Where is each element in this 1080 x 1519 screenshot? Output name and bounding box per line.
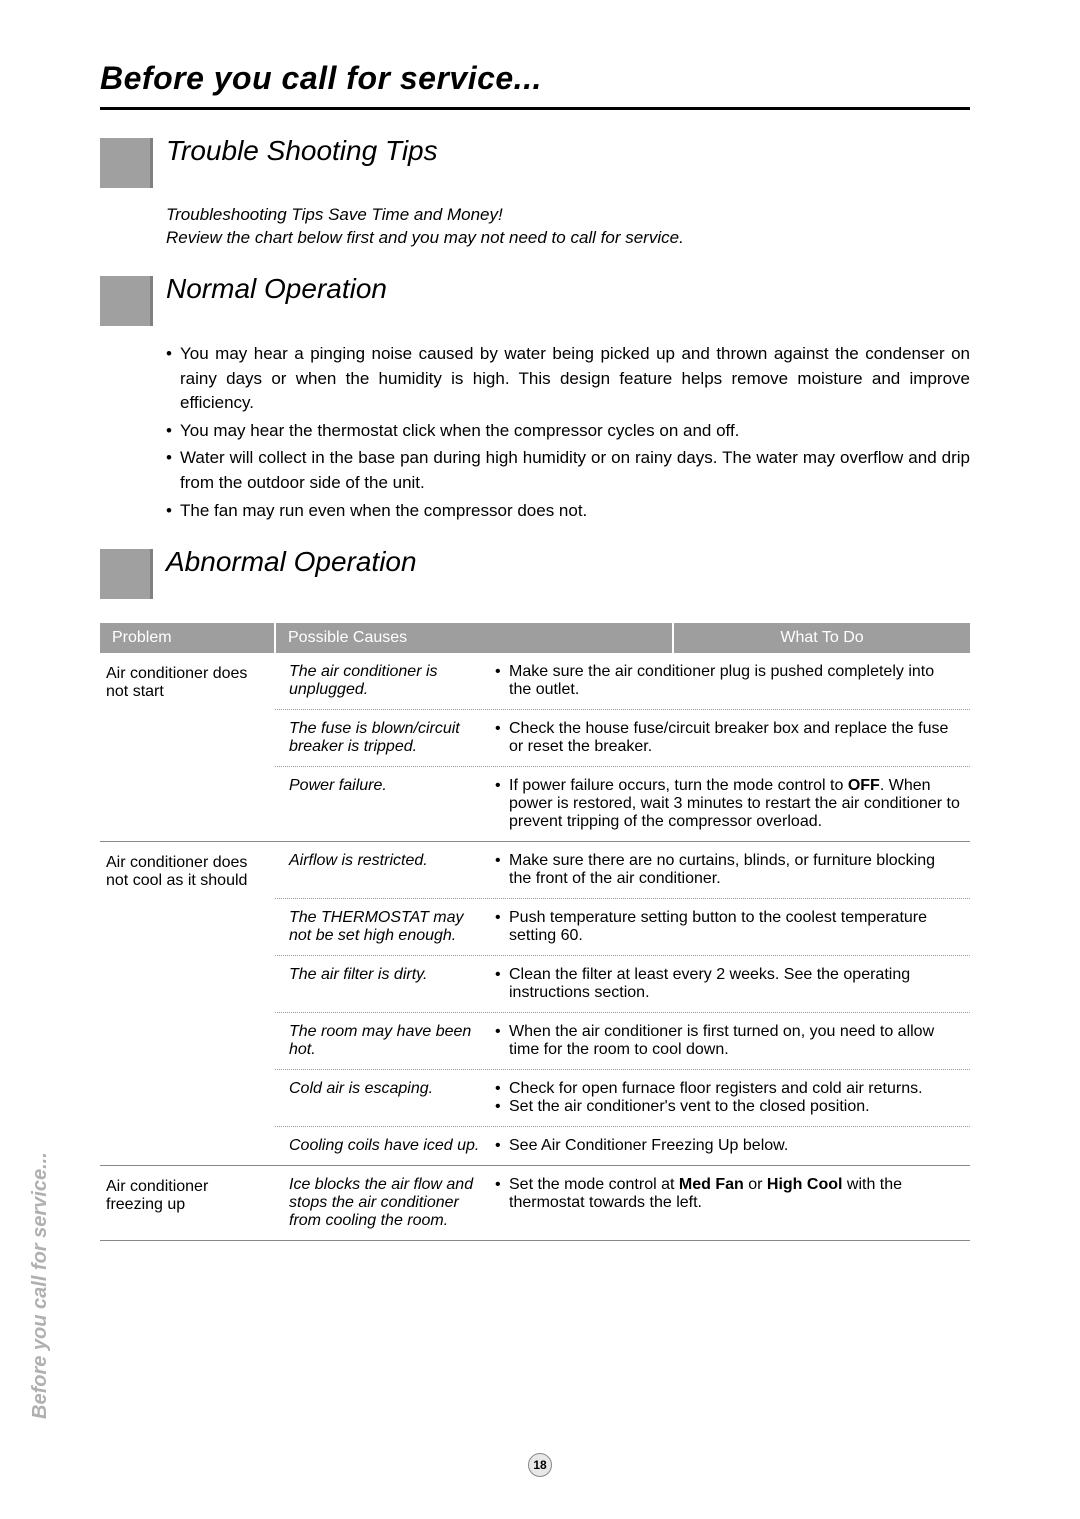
todo-cell: If power failure occurs, turn the mode c… [495,777,970,831]
problem-cell: Air conditioner freezing up [100,1166,275,1241]
section-marker [100,276,150,326]
section-title-normal: Normal Operation [150,274,387,305]
cause-todo-row: The THERMOSTAT may not be set high enoug… [275,899,970,956]
todo-line: Clean the filter at least every 2 weeks.… [495,966,960,1002]
todo-cell: When the air conditioner is first turned… [495,1023,970,1059]
bullet-item: The fan may run even when the compressor… [166,499,970,524]
cause-cell: The fuse is blown/circuit breaker is tri… [275,720,495,756]
cause-todo-group: Airflow is restricted.Make sure there ar… [275,842,970,1166]
todo-cell: Push temperature setting button to the c… [495,909,970,945]
intro-line: Troubleshooting Tips Save Time and Money… [166,204,970,227]
intro-line: Review the chart below first and you may… [166,227,970,250]
page-number-circle: 18 [528,1453,552,1477]
section-marker [100,549,150,599]
table-body: Air conditioner does not startThe air co… [100,653,970,1241]
todo-line: Check for open furnace floor registers a… [495,1080,960,1098]
todo-line: Set the air conditioner's vent to the cl… [495,1098,960,1116]
cause-todo-row: The air conditioner is unplugged.Make su… [275,653,970,710]
table-row: Air conditioner freezing upIce blocks th… [100,1166,970,1241]
cause-todo-row: Cooling coils have iced up.See Air Condi… [275,1127,970,1165]
cause-cell: Power failure. [275,777,495,831]
page-title: Before you call for service... [100,60,970,97]
todo-cell: Make sure there are no curtains, blinds,… [495,852,970,888]
normal-bullet-list: You may hear a pinging noise caused by w… [166,342,970,523]
cause-todo-row: Ice blocks the air flow and stops the ai… [275,1166,970,1240]
section-title-abnormal: Abnormal Operation [150,547,417,578]
cause-cell: Cold air is escaping. [275,1080,495,1116]
cause-cell: The THERMOSTAT may not be set high enoug… [275,909,495,945]
todo-cell: Make sure the air conditioner plug is pu… [495,663,970,699]
table-row: Air conditioner does not startThe air co… [100,653,970,842]
col-header-causes: Possible Causes [275,623,673,653]
side-tab-label: Before you call for service... [29,1152,52,1419]
todo-line: Make sure there are no curtains, blinds,… [495,852,960,888]
cause-todo-row: Airflow is restricted.Make sure there ar… [275,842,970,899]
section-troubleshooting: Trouble Shooting Tips Troubleshooting Ti… [100,138,970,250]
col-header-todo: What To Do [673,623,970,653]
cause-cell: The air conditioner is unplugged. [275,663,495,699]
bullet-item: You may hear a pinging noise caused by w… [166,342,970,416]
cause-todo-row: Cold air is escaping.Check for open furn… [275,1070,970,1127]
troubleshooting-table: Problem Possible Causes What To Do Air c… [100,623,970,1241]
bullet-item: Water will collect in the base pan durin… [166,446,970,495]
cause-cell: The room may have been hot. [275,1023,495,1059]
table-row: Air conditioner does not cool as it shou… [100,842,970,1166]
bullet-item: You may hear the thermostat click when t… [166,419,970,444]
section-normal: Normal Operation You may hear a pinging … [100,276,970,523]
page-number: 18 [528,1453,552,1477]
cause-cell: Ice blocks the air flow and stops the ai… [275,1176,495,1230]
section-abnormal: Abnormal Operation Problem Possible Caus… [100,549,970,1241]
todo-cell: Set the mode control at Med Fan or High … [495,1176,970,1230]
cause-todo-group: The air conditioner is unplugged.Make su… [275,653,970,842]
section-title-troubleshooting: Trouble Shooting Tips [150,136,438,167]
todo-cell: Check the house fuse/circuit breaker box… [495,720,970,756]
cause-todo-row: The fuse is blown/circuit breaker is tri… [275,710,970,767]
cause-cell: Airflow is restricted. [275,852,495,888]
todo-line: See Air Conditioner Freezing Up below. [495,1137,960,1155]
todo-line: If power failure occurs, turn the mode c… [495,777,960,831]
todo-cell: Clean the filter at least every 2 weeks.… [495,966,970,1002]
problem-cell: Air conditioner does not start [100,653,275,842]
todo-line: When the air conditioner is first turned… [495,1023,960,1059]
section-marker [100,138,150,188]
todo-line: Set the mode control at Med Fan or High … [495,1176,960,1212]
title-rule [100,107,970,110]
cause-todo-row: Power failure.If power failure occurs, t… [275,767,970,841]
col-header-problem: Problem [100,623,275,653]
cause-todo-group: Ice blocks the air flow and stops the ai… [275,1166,970,1241]
todo-line: Make sure the air conditioner plug is pu… [495,663,960,699]
cause-todo-row: The room may have been hot.When the air … [275,1013,970,1070]
todo-cell: Check for open furnace floor registers a… [495,1080,970,1116]
cause-cell: The air filter is dirty. [275,966,495,1002]
cause-cell: Cooling coils have iced up. [275,1137,495,1155]
problem-cell: Air conditioner does not cool as it shou… [100,842,275,1166]
todo-line: Push temperature setting button to the c… [495,909,960,945]
todo-cell: See Air Conditioner Freezing Up below. [495,1137,970,1155]
cause-todo-row: The air filter is dirty.Clean the filter… [275,956,970,1013]
todo-line: Check the house fuse/circuit breaker box… [495,720,960,756]
